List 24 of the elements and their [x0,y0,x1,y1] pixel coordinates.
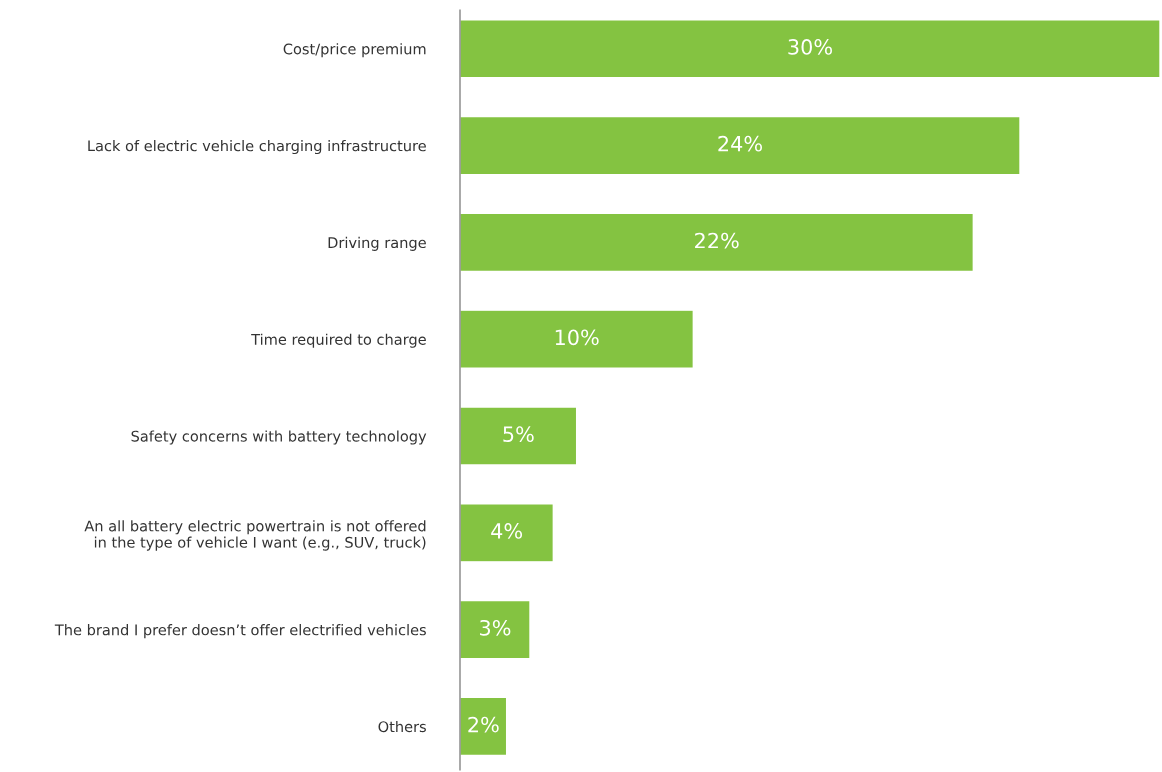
y-tick-label: Driving range [328,236,426,251]
bar [460,212,975,273]
bar [460,599,531,660]
data-label: 10% [555,329,599,346]
y-tick-label: The brand I prefer doesn’t offer electrified vehicles [54,624,426,639]
data-label: 5% [503,426,534,443]
bar [460,115,1021,176]
y-tick-label: Safety concerns with battery technology [131,430,427,445]
bar [460,696,508,757]
bar [460,309,695,369]
data-label: 30% [788,39,832,55]
data-label: 22% [695,232,739,249]
data-label: 2% [468,716,499,733]
data-label: 4% [491,523,523,539]
y-tick-label: Others [378,720,426,733]
data-label: 3% [480,619,511,636]
y-tick-label: An all battery electric powertrain is not offered in the type of vehicle I want (e.g., SUV, truck) [84,520,426,551]
bar [460,406,578,466]
y-tick-label: Cost/price premium [283,43,426,58]
bar [460,18,1160,79]
bar [460,503,555,563]
y-tick-label: Lack of electric vehicle charging infrastructure [88,140,426,155]
y-tick-label: Time required to charge [251,333,426,348]
data-label: 24% [718,135,762,152]
